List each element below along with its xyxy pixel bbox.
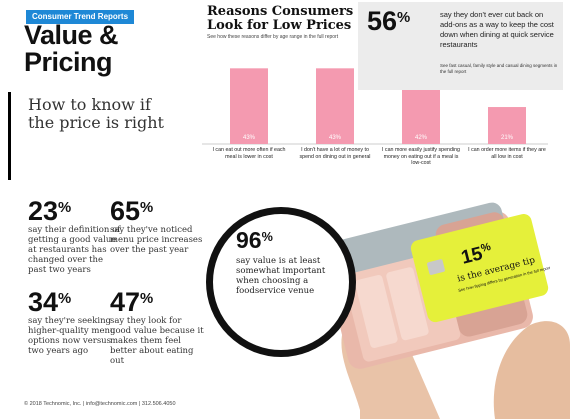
stat-value: 34% <box>28 287 72 318</box>
stat-ring <box>206 207 356 357</box>
chart-data-label: 43% <box>243 135 256 141</box>
chart-category-text: I can order more items if they are all l… <box>468 147 546 160</box>
chart-title: Reasons Consumers Look for Low Prices <box>207 4 354 33</box>
chart-category-label: I can eat out more often if each meal is… <box>212 147 286 160</box>
chart-category-text: I can more easily justify spending money… <box>381 147 461 166</box>
footer: © 2018 Technomic, Inc. | info@technomic.… <box>24 401 176 407</box>
stat-text: say they're seeking higher-quality menu … <box>28 316 116 356</box>
subtitle-line-2: the price is right <box>28 113 164 132</box>
chart-category-text: I don't have a lot of money to spend on … <box>299 147 371 160</box>
callout-text: say they don't ever cut back on add-ons … <box>440 10 554 49</box>
tip-card: 15% is the average tip See how tipping d… <box>410 214 550 323</box>
title-line-2: Pricing <box>24 47 113 77</box>
chart-data-label: 21% <box>501 135 514 141</box>
callout-value: 56% <box>367 6 411 36</box>
stat-value: 65% <box>110 196 154 227</box>
stat-text: say they look for good value because it … <box>110 316 204 366</box>
accent-bar <box>8 92 11 180</box>
chart-bar <box>488 107 526 144</box>
callout-note: See fast casual, family style and casual… <box>440 63 558 74</box>
chart-category-label: I can more easily justify spending money… <box>381 147 461 166</box>
stat-value: 47% <box>110 287 154 318</box>
chart-bar <box>230 68 268 144</box>
chart-data-label: 43% <box>329 135 342 141</box>
page-subtitle: How to know if the price is right <box>28 96 198 132</box>
ring-stat-text: say value is at least somewhat important… <box>236 256 326 296</box>
chart-category-label: I can order more items if they are all l… <box>468 147 546 160</box>
card-body <box>410 214 549 323</box>
chart-bar <box>316 68 354 144</box>
chart-data-label: 42% <box>415 135 428 141</box>
ring-stat-value: 96% <box>236 227 273 253</box>
page-title: Value & Pricing <box>24 22 194 76</box>
stat-text: say their definition of getting a good v… <box>28 225 121 275</box>
stat-text: say they've noticed menu price increases… <box>110 225 203 255</box>
hand-front <box>493 321 570 419</box>
chart-category-text: I can eat out more often if each meal is… <box>212 147 286 160</box>
callout-box <box>358 2 563 90</box>
chart-subtitle: See how these reasons differ by age rang… <box>207 34 339 40</box>
report-tag: Consumer Trend Reports <box>26 10 135 24</box>
card-value: 15% <box>459 241 494 269</box>
card-chip-icon <box>427 259 445 275</box>
title-line-1: Value & <box>24 20 119 50</box>
stat-value: 23% <box>28 196 72 227</box>
subtitle-line-1: How to know if <box>28 95 151 114</box>
chart-category-label: I don't have a lot of money to spend on … <box>299 147 371 160</box>
